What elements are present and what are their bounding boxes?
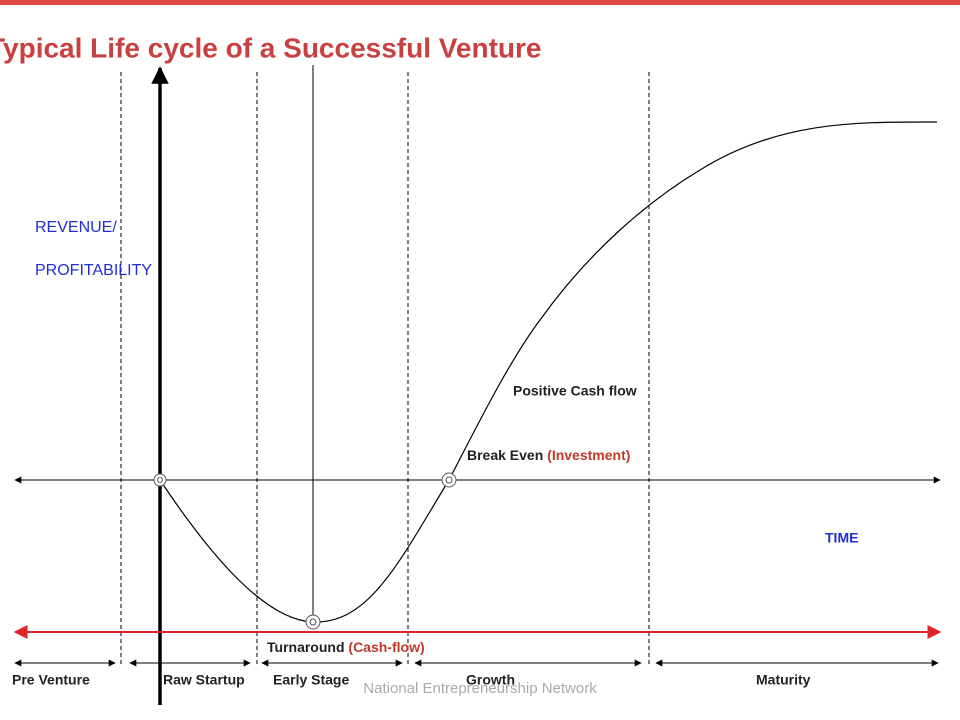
y-label: PROFITABILITY bbox=[35, 262, 152, 279]
annotation: Turnaround (Cash-flow) bbox=[267, 639, 425, 655]
annotation: Positive Cash flow bbox=[513, 383, 637, 399]
phase-dividers bbox=[120, 72, 650, 665]
annotation: Break Even (Investment) bbox=[467, 447, 630, 463]
annotation-note: (Investment) bbox=[547, 447, 630, 463]
annotation-text: Turnaround bbox=[267, 639, 345, 655]
curve-points bbox=[153, 472, 457, 630]
phase-label: Pre Venture bbox=[12, 672, 90, 688]
annotation-text: Break Even bbox=[467, 447, 543, 463]
phase-label: Maturity bbox=[756, 672, 811, 688]
phase-label: Early Stage bbox=[273, 672, 349, 688]
lifecycle-curve bbox=[159, 121, 938, 623]
phase-label: Raw Startup bbox=[163, 672, 245, 688]
phase-label: Growth bbox=[466, 672, 515, 688]
title: Typical Life cycle of a Successful Ventu… bbox=[0, 32, 541, 63]
top-bar bbox=[0, 0, 960, 5]
annotation-note: (Cash-flow) bbox=[348, 639, 424, 655]
y-label: REVENUE/ bbox=[35, 219, 117, 236]
footer: National Entrepreneurship Network bbox=[363, 680, 597, 697]
x-label: TIME bbox=[825, 530, 858, 546]
